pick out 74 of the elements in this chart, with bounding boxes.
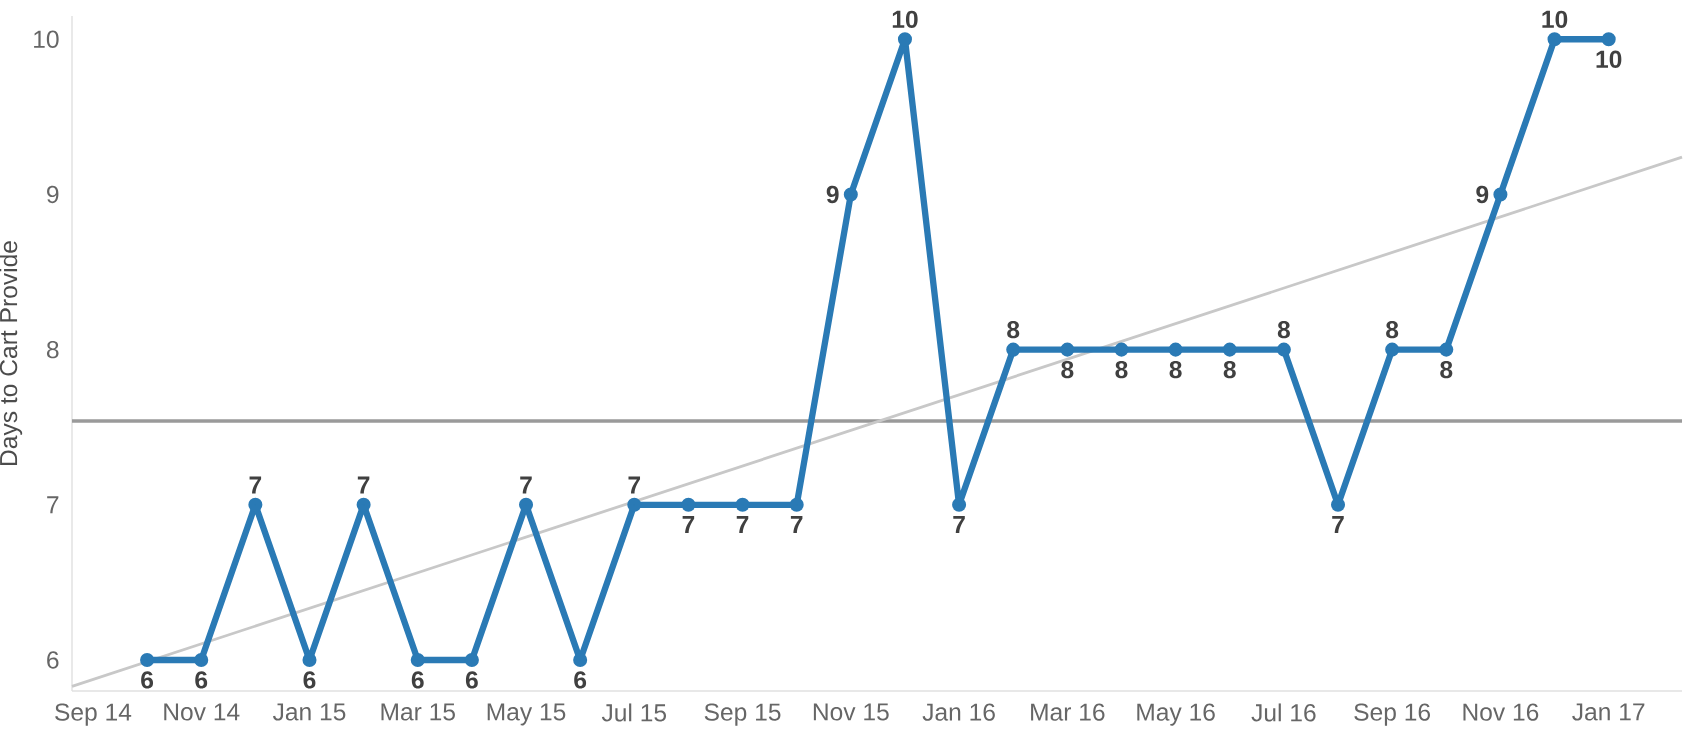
point <box>1547 32 1562 47</box>
point <box>248 497 263 512</box>
point <box>1006 342 1021 357</box>
point <box>897 32 912 47</box>
point <box>410 652 425 667</box>
data-label: 6 <box>303 671 316 689</box>
point <box>843 187 858 202</box>
point <box>464 652 479 667</box>
data-label: 8 <box>1169 360 1182 379</box>
x-tick-label: Sep 15 <box>704 703 781 726</box>
data-label: 6 <box>411 671 424 689</box>
data-label: 7 <box>520 476 532 494</box>
point <box>735 497 750 512</box>
data-label: 9 <box>826 185 839 204</box>
point <box>194 652 209 667</box>
y-tick-label: 6 <box>47 651 59 669</box>
data-label: 7 <box>790 516 803 533</box>
x-tick-label: Jul 15 <box>601 703 667 722</box>
point <box>140 652 155 667</box>
x-tick-label: Jan 15 <box>272 703 346 721</box>
data-label: 10 <box>1596 50 1622 68</box>
point <box>1601 32 1616 47</box>
x-tick-label: Mar 15 <box>381 703 455 721</box>
data-label: 8 <box>1386 320 1399 339</box>
data-label: 7 <box>628 476 641 494</box>
data-label: 7 <box>953 516 965 533</box>
point <box>681 497 696 512</box>
point <box>518 497 534 512</box>
data-label: 6 <box>465 671 478 689</box>
data-label: 8 <box>1277 320 1290 339</box>
data-label: 9 <box>1476 185 1489 204</box>
point <box>627 497 642 512</box>
point <box>1439 342 1454 357</box>
point <box>1114 342 1129 357</box>
x-tick-label: Nov 15 <box>813 703 889 721</box>
data-label: 6 <box>141 671 154 689</box>
data-label: 10 <box>1542 10 1568 28</box>
data-label: 10 <box>892 10 918 28</box>
x-tick-label: Sep 16 <box>1354 703 1430 726</box>
point <box>1222 342 1237 357</box>
x-tick-label: Jul 16 <box>1251 703 1316 722</box>
data-label: 7 <box>357 476 370 494</box>
x-tick-label: Jan 16 <box>922 703 995 721</box>
data-label: 6 <box>574 671 587 689</box>
data-label: 6 <box>195 671 208 689</box>
point <box>952 497 967 512</box>
data-label: 8 <box>1223 360 1236 379</box>
x-tick-label: Jan 17 <box>1572 703 1645 721</box>
point <box>1168 342 1183 357</box>
x-tick-label: May 16 <box>1137 703 1215 726</box>
data-label: 7 <box>249 476 262 494</box>
data-label: 8 <box>1061 360 1074 379</box>
y-tick-label: 7 <box>47 496 59 514</box>
x-tick-label: Nov 14 <box>164 703 240 721</box>
y-tick-label: 8 <box>46 340 59 359</box>
data-label: 8 <box>1115 360 1128 379</box>
point <box>1493 187 1508 202</box>
y-tick-label: 9 <box>47 185 59 204</box>
point <box>1060 342 1075 357</box>
x-tick-label: May 15 <box>487 703 566 726</box>
data-label: 7 <box>1332 516 1344 533</box>
point <box>789 497 804 512</box>
x-tick-label: Mar 16 <box>1031 703 1105 721</box>
x-tick-label: Sep 14 <box>55 703 132 726</box>
y-tick-label: 10 <box>34 30 59 48</box>
point <box>1276 342 1291 357</box>
y-axis-title: Days to Cart Provide <box>0 241 23 465</box>
data-label: 8 <box>1007 320 1020 339</box>
x-tick-label: Nov 16 <box>1463 703 1539 721</box>
data-label: 7 <box>736 516 749 533</box>
point <box>356 497 371 512</box>
data-label: 8 <box>1440 360 1453 379</box>
data-label: 7 <box>682 516 695 533</box>
point <box>1385 342 1400 357</box>
